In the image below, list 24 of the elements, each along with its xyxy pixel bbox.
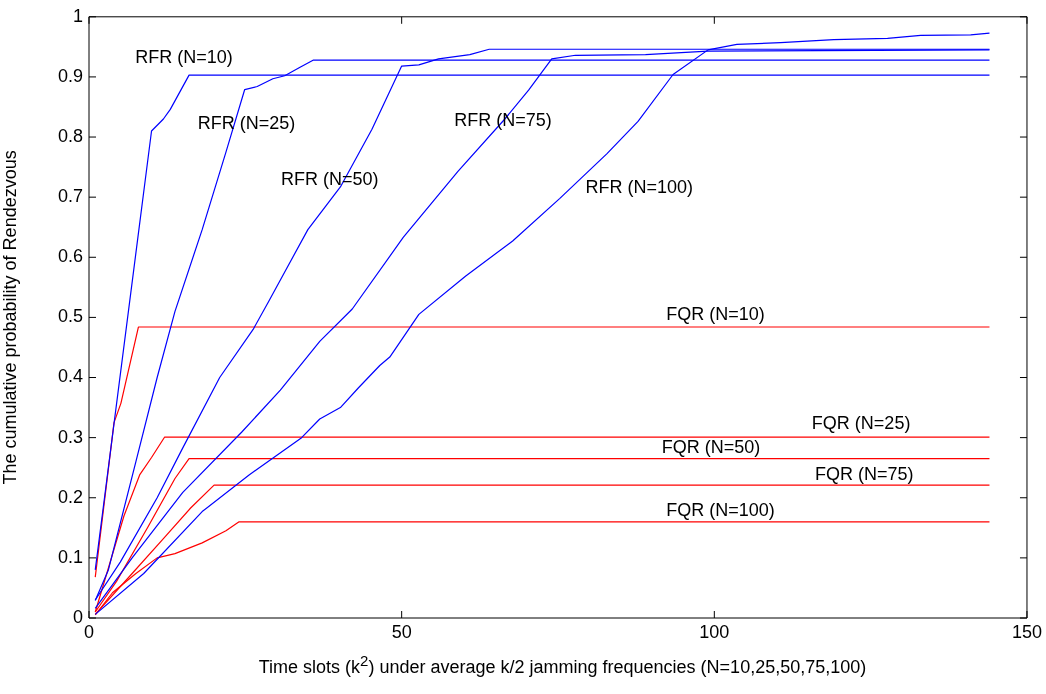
y-tick-label: 0.5 <box>57 306 83 327</box>
y-tick-label: 0.3 <box>57 426 83 447</box>
x-tick-label: 150 <box>1011 621 1043 642</box>
y-tick-label: 0.9 <box>57 65 83 86</box>
series-label: RFR (N=25) <box>197 113 296 134</box>
series-label: RFR (N=10) <box>135 46 233 67</box>
y-tick-label: 0.6 <box>57 246 83 267</box>
series-label: FQR (N=10) <box>666 303 765 324</box>
x-axis-title: Time slots (k$^{2}$) under average k/2 jamming frequencies (N=10,25,50,75,100) <box>257 652 868 678</box>
series-label: FQR (N=100) <box>666 499 775 520</box>
y-tick-label: 0.7 <box>57 186 83 207</box>
y-axis-title: The cumulative probability of Rendezvous <box>0 150 20 485</box>
series-label: FQR (N=25) <box>811 413 911 434</box>
x-tick-label: 50 <box>391 621 412 642</box>
series-label: FQR (N=75) <box>815 463 914 484</box>
series-label: RFR (N=100) <box>585 177 694 198</box>
series-label: FQR (N=50) <box>661 436 761 457</box>
y-tick-label: 0.2 <box>57 486 83 507</box>
y-tick-label: 0 <box>72 606 83 627</box>
x-tick-label: 100 <box>699 621 730 642</box>
y-tick-label: 0.1 <box>57 546 83 567</box>
y-tick-label: 0.8 <box>57 126 83 147</box>
y-tick-label: 1 <box>72 5 83 26</box>
y-tick-label: 0.4 <box>57 366 83 387</box>
